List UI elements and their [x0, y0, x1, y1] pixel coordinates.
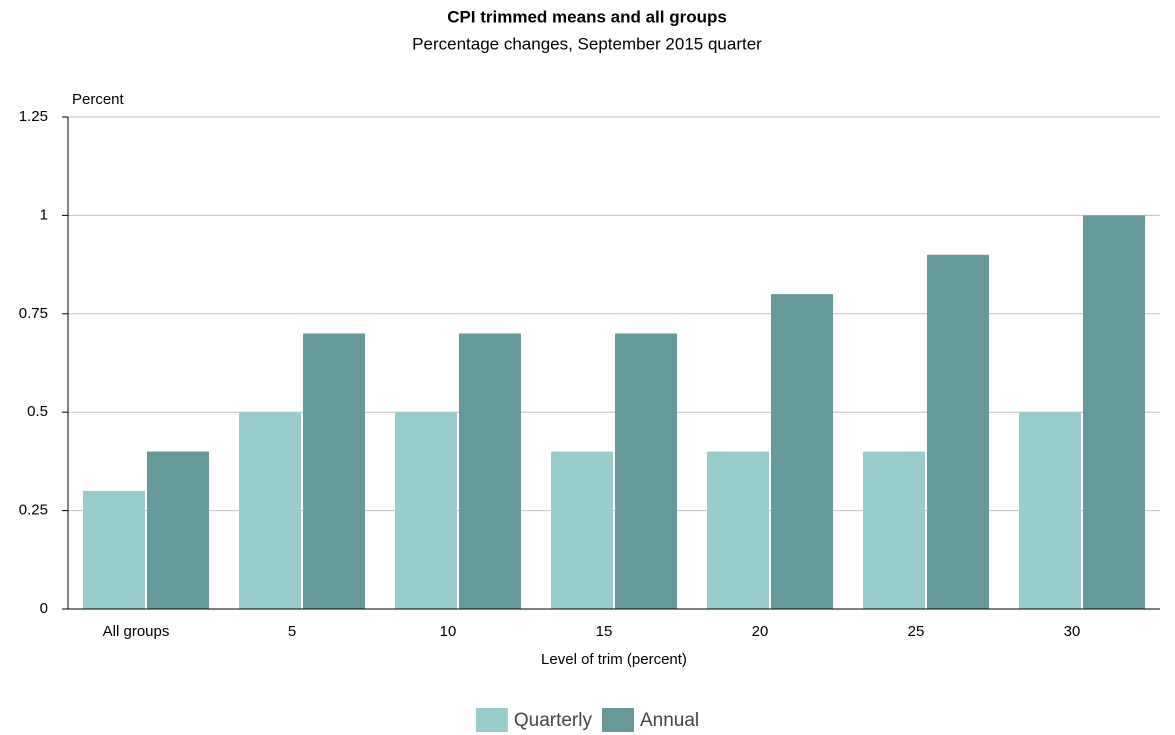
bar: [395, 412, 457, 609]
legend-text: Annual: [640, 710, 699, 731]
legend-text: Quarterly: [514, 710, 593, 731]
x-tick-label: 15: [596, 623, 613, 640]
chart-subtitle: Percentage changes, September 2015 quart…: [412, 34, 762, 53]
x-tick-label: 25: [908, 623, 925, 640]
bar: [771, 294, 833, 609]
x-tick-label: 30: [1064, 623, 1081, 640]
bar: [303, 333, 365, 609]
x-tick-label: 20: [752, 623, 769, 640]
y-tick-label: 0.25: [19, 502, 48, 519]
legend-swatch: [475, 708, 508, 732]
y-tick-label: 1.25: [19, 108, 48, 125]
x-tick-label: All groups: [103, 623, 170, 640]
bar: [147, 451, 209, 609]
bar: [551, 451, 613, 609]
bar: [1083, 215, 1145, 609]
bar: [459, 333, 521, 609]
x-tick-label: 5: [288, 623, 296, 640]
bar: [927, 254, 989, 609]
bar: [83, 490, 145, 609]
chart-title: CPI trimmed means and all groups: [447, 7, 727, 26]
legend-swatch: [601, 708, 634, 732]
bar: [863, 451, 925, 609]
y-tick-label: 0.75: [19, 305, 48, 322]
bar: [615, 333, 677, 609]
y-tick-label: 0: [40, 600, 48, 617]
x-axis-label: Level of trim (percent): [541, 651, 687, 668]
y-tick-label: 0.5: [27, 403, 48, 420]
bar: [1019, 412, 1081, 609]
y-axis-label: Percent: [72, 91, 125, 108]
y-tick-label: 1: [40, 206, 48, 223]
x-tick-label: 10: [440, 623, 457, 640]
bar: [707, 451, 769, 609]
bar: [239, 412, 301, 609]
